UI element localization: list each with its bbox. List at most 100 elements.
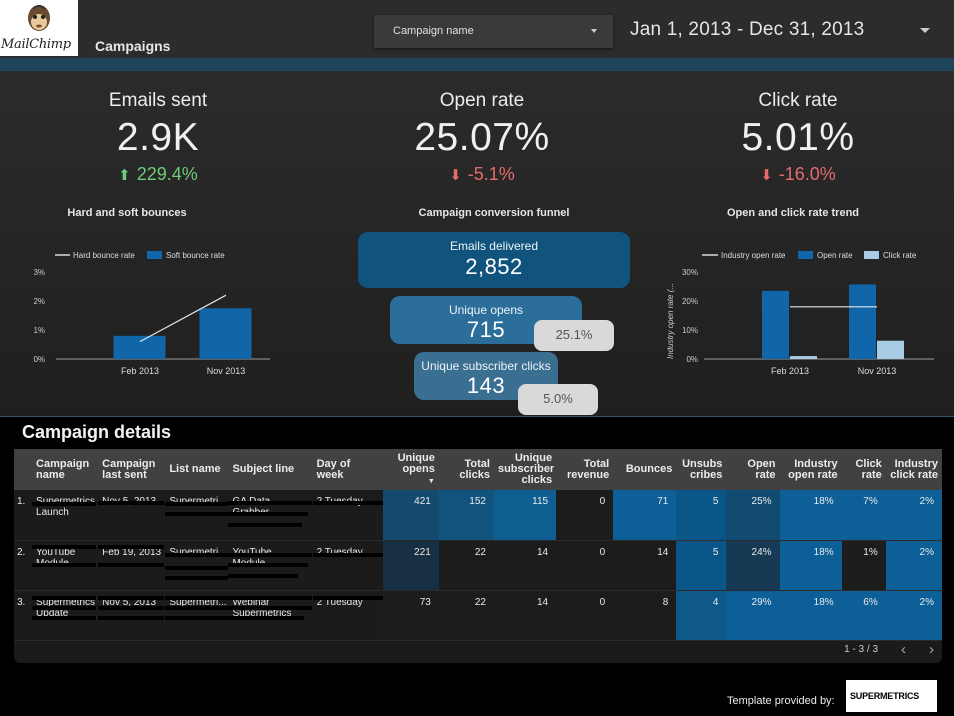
redaction-bar: [165, 605, 229, 610]
chimp-icon: [28, 5, 50, 31]
cell-total-revenue: 0: [556, 590, 614, 640]
supermetrics-logo[interactable]: SUPERMETRICS: [846, 680, 937, 712]
chevron-down-icon: [920, 28, 930, 33]
kpi-value: 2.9K: [116, 116, 200, 159]
column-header[interactable]: Bounces: [613, 449, 677, 490]
cell-open-rate: 24%: [726, 540, 780, 590]
column-header[interactable]: Unsubs cribes: [676, 449, 727, 490]
x-tick-label: Nov 2013: [858, 366, 897, 376]
y-tick-label: 30%: [682, 268, 698, 277]
redaction-bar: [32, 562, 97, 567]
column-header[interactable]: Industry open rate: [779, 449, 842, 490]
redaction-bar: [228, 562, 309, 567]
chevron-right-icon[interactable]: ›: [929, 641, 934, 658]
trend-chart: Industry open rate Open rate Click rate …: [666, 251, 934, 376]
kpi-click-rate: Click rate 5.01% ⬇ -16.0%: [678, 90, 918, 185]
cell-text: Supermetri...: [169, 596, 227, 608]
cell-unsubscribes: 5: [676, 490, 727, 540]
column-header[interactable]: Day of week: [312, 449, 383, 490]
cell-total-clicks: 152: [438, 490, 494, 540]
y-axis-ticks: 0% 1% 2% 3%: [33, 268, 45, 364]
cell-subject-line: GA Data Grabber...: [228, 490, 313, 540]
x-tick-label: Feb 2013: [121, 366, 159, 376]
redaction-bar: [312, 595, 383, 600]
y-tick-label: 3%: [33, 268, 45, 277]
redaction-bar: [228, 595, 313, 600]
column-header[interactable]: Total revenue: [556, 449, 614, 490]
legend-bar-swatch: [798, 251, 813, 259]
redaction-bar: [32, 544, 97, 549]
column-header[interactable]: Industry click rate: [885, 449, 942, 490]
redaction-bar: [32, 502, 97, 506]
funnel-step-value: 143: [466, 373, 506, 398]
cell-text: Supermetri...: [169, 496, 226, 507]
trend-chart-title: Open and click rate trend: [726, 207, 860, 219]
column-header[interactable]: List name: [165, 449, 229, 490]
bar-click-rate: [790, 356, 817, 359]
y-tick-label: 10%: [682, 326, 698, 335]
redaction-bar: [32, 615, 97, 620]
header-accent-strip: [0, 58, 954, 71]
column-header[interactable]: Campaign name: [32, 449, 99, 490]
cell-click-rate: 7%: [841, 490, 886, 540]
sort-desc-icon: ▼: [427, 477, 435, 485]
date-range-label: Jan 1, 2013 - Dec 31, 2013: [630, 19, 865, 40]
cell-bounces: 71: [613, 490, 677, 540]
column-header[interactable]: Total clicks: [438, 449, 494, 490]
kpi-title: Open rate: [439, 90, 525, 111]
table-row[interactable]: 3. Supermetrics Update Nov 5, 2013 Super…: [14, 590, 942, 640]
cell-unique-clicks: 14: [493, 540, 557, 590]
cell-click-rate: 6%: [841, 590, 886, 640]
cell-industry-open-rate: 18%: [779, 490, 842, 540]
redaction-bar: [228, 615, 305, 620]
cell-campaign-name: YouTube Module: [32, 540, 98, 590]
campaign-details-table: Campaign name Campaign last sent List na…: [14, 449, 942, 663]
chevron-left-icon[interactable]: ‹: [901, 641, 906, 658]
line-hard-bounce-rate: [139, 294, 227, 343]
bounces-chart: Hard bounce rate Soft bounce rate 0% 1% 2%…: [33, 251, 270, 376]
y-axis-label: Industry open rate (...: [666, 283, 675, 359]
kpi-value: 5.01%: [741, 116, 855, 159]
campaign-details-title: Campaign details: [22, 422, 172, 442]
row-number-header: [14, 449, 33, 490]
kpi-delta: ⬇ -5.1%: [362, 164, 602, 185]
cell-unsubscribes: 5: [676, 540, 727, 590]
redaction-bar: [165, 575, 229, 580]
column-header-sorted[interactable]: Unique opens ▼: [382, 449, 439, 490]
table-row[interactable]: 2. YouTube Module Feb 19, 2013 Supermetr…: [14, 540, 942, 590]
cell-industry-click-rate: 2%: [885, 540, 942, 590]
redaction-bar: [165, 502, 229, 506]
cell-unique-clicks: 115: [493, 490, 557, 540]
column-header[interactable]: Click rate: [841, 449, 886, 490]
table-row[interactable]: 1. Supermetrics Launch Nov 5, 2013 Super…: [14, 490, 942, 540]
column-header[interactable]: Unique subscriber clicks: [493, 449, 557, 490]
legend-click-rate: Click rate: [883, 251, 917, 260]
date-range-picker[interactable]: Jan 1, 2013 - Dec 31, 2013: [630, 16, 940, 44]
funnel-step-delivered: Emails delivered 2,852: [358, 232, 630, 288]
bar-open-rate: [762, 290, 789, 359]
cell-click-rate: 1%: [841, 540, 886, 590]
mailchimp-logo: MailChimp: [0, 0, 78, 56]
redaction-bar: [312, 501, 383, 505]
column-header[interactable]: Open rate: [726, 449, 780, 490]
arrow-up-icon: ⬆: [118, 167, 131, 184]
redaction-bar: [98, 615, 165, 620]
cell-text: Webinar Supermetrics: [232, 596, 292, 619]
campaign-name-filter[interactable]: Campaign name: [374, 15, 613, 48]
y-tick-label: 0%: [33, 355, 45, 364]
cell-total-clicks: 22: [438, 540, 494, 590]
redaction-bar: [165, 595, 229, 600]
kpi-title: Click rate: [758, 90, 838, 111]
cell-list-name: Supermetri...: [165, 540, 229, 590]
bar-soft-bounce-rate: [113, 335, 166, 359]
cell-total-revenue: 0: [556, 540, 614, 590]
column-header[interactable]: Campaign last sent: [98, 449, 166, 490]
bounces-chart-title: Hard and soft bounces: [67, 207, 187, 219]
supermetrics-wordmark: SUPERMETRICS: [850, 691, 920, 701]
bar-soft-bounce-rate: [199, 308, 252, 359]
bar-series: [113, 308, 252, 359]
cell-text: Nov 5, 2013: [102, 596, 157, 608]
redaction-bar: [32, 595, 97, 600]
funnel-open-pct: 25.1%: [534, 320, 614, 351]
column-header[interactable]: Subject line: [228, 449, 313, 490]
